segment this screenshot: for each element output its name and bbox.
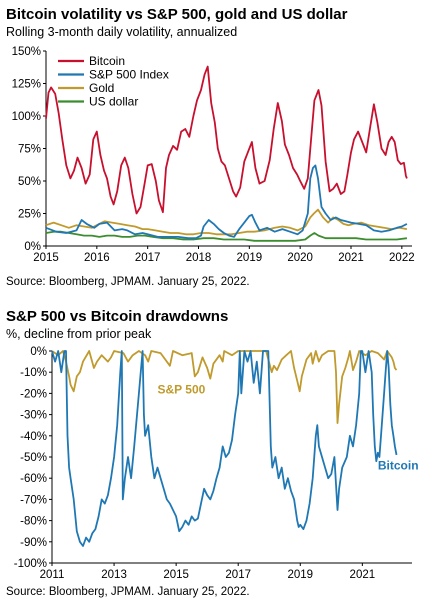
legend-label-sp-500-index: S&P 500 Index	[89, 68, 169, 82]
annotation-sp-500: S&P 500	[158, 382, 206, 396]
y-tick-label: -20%	[20, 388, 47, 400]
y-tick-label: 25%	[18, 209, 41, 221]
series-line-bitcoin	[51, 350, 398, 547]
y-tick-label: 75%	[18, 144, 41, 156]
chart2-subtitle: %, decline from prior peak	[6, 327, 152, 341]
y-tick-label: -100%	[14, 558, 47, 570]
series-line-sp-500	[51, 350, 398, 424]
y-tick-label: -30%	[20, 410, 47, 422]
chart1-subtitle: Rolling 3-month daily volatility, annual…	[6, 25, 238, 39]
y-tick-label: 0%	[24, 241, 41, 253]
legend-label-gold: Gold	[89, 81, 114, 95]
y-tick-label: -10%	[20, 367, 47, 379]
x-tick-label: 2019	[287, 569, 313, 581]
y-tick-label: 125%	[12, 79, 41, 91]
chart1-title: Bitcoin volatility vs S&P 500, gold and …	[6, 6, 348, 23]
y-tick-label: 0%	[30, 346, 47, 358]
x-tick-label: 2017	[135, 252, 161, 264]
y-tick-label: -80%	[20, 516, 47, 528]
drawdown-chart: 0% -10% -20% -30% -40% -50% -60% -70% -80% -90% -1…	[14, 346, 419, 581]
x-tick-label: 2021	[338, 252, 364, 264]
x-tick-label: 2021	[350, 569, 376, 581]
legend-label-bitcoin: Bitcoin	[89, 54, 125, 68]
x-tick-label: 2013	[101, 569, 127, 581]
x-tick-label: 2016	[84, 252, 110, 264]
x-tick-label: 2015	[163, 569, 189, 581]
y-tick-label: -90%	[20, 537, 47, 549]
series-line-gold	[45, 208, 408, 236]
x-tick-label: 2019	[237, 252, 263, 264]
volatility-chart: 0% 25% 50% 75% 100% 125% 150% 2015 2016 2017 2018 2…	[12, 46, 415, 264]
y-tick-label: 100%	[12, 111, 41, 123]
series-line-bitcoin	[45, 65, 408, 215]
x-tick-label: 2022	[389, 252, 415, 264]
x-tick-label: 2018	[186, 252, 212, 264]
annotation-bitcoin: Bitcoin	[378, 459, 419, 473]
x-tick-label: 2017	[225, 569, 251, 581]
chart2-source: Source: Bloomberg, JPMAM. January 25, 20…	[6, 586, 250, 598]
y-tick-label: 150%	[12, 46, 41, 58]
series-line-us-dollar	[45, 230, 408, 242]
y-tick-label: -70%	[20, 494, 47, 506]
x-tick-label: 2011	[40, 569, 65, 581]
x-tick-label: 2015	[33, 252, 59, 264]
y-tick-label: -40%	[20, 431, 47, 443]
x-tick-label: 2020	[287, 252, 313, 264]
chart2-title: S&P 500 vs Bitcoin drawdowns	[6, 308, 229, 325]
y-tick-label: 50%	[18, 176, 41, 188]
y-tick-label: -50%	[20, 452, 47, 464]
series-line-sp-500-index	[45, 164, 408, 240]
chart1-source: Source: Bloomberg, JPMAM. January 25, 20…	[6, 276, 250, 288]
y-tick-label: -60%	[20, 473, 47, 485]
legend-label-us-dollar: US dollar	[89, 95, 138, 109]
